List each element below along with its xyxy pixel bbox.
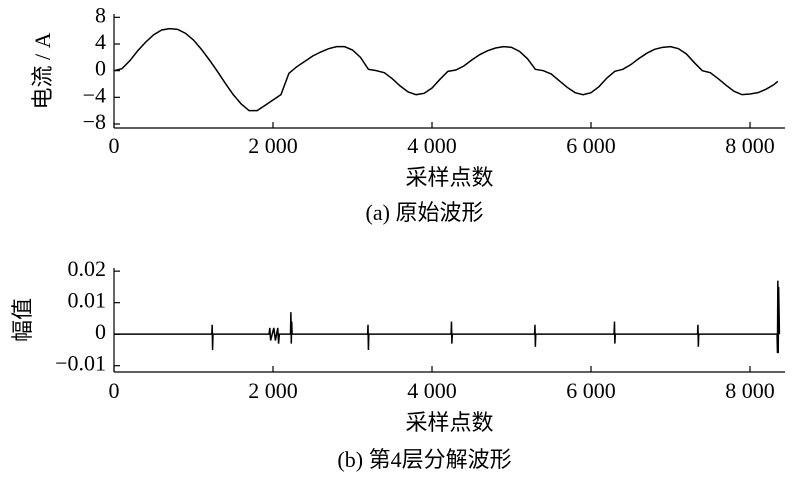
x-tick-label: 0 (109, 133, 120, 158)
y-tick-label: 0 (95, 319, 106, 344)
y-tick-label: 0.01 (68, 288, 107, 313)
x-tick-label: 6 000 (566, 378, 616, 403)
y-tick-label: −0.01 (55, 351, 106, 376)
y-tick-label: −4 (83, 82, 106, 107)
x-tick-label: 8 000 (725, 133, 775, 158)
x-tick-label: 8 000 (725, 378, 775, 403)
x-tick-label: 4 000 (407, 133, 457, 158)
x-axis-label: 采样点数 (405, 165, 493, 190)
data-line (113, 27, 779, 112)
y-tick-label: 8 (95, 2, 106, 27)
y-tick-label: 4 (95, 29, 106, 54)
x-tick-label: 6 000 (566, 133, 616, 158)
caption: (b) 第4层分解波形 (337, 447, 511, 472)
caption: (a) 原始波形 (366, 200, 484, 225)
y-tick-label: 0 (95, 56, 106, 81)
y-axis-label: 幅值 (10, 298, 35, 342)
y-tick-label: 0.02 (68, 256, 107, 281)
x-tick-label: 0 (109, 378, 120, 403)
data-line (114, 280, 781, 354)
x-tick-label: 2 000 (248, 133, 298, 158)
x-axis-label: 采样点数 (405, 410, 493, 435)
y-axis-label: 电流 / A (30, 32, 55, 109)
x-tick-label: 2 000 (248, 378, 298, 403)
x-tick-label: 4 000 (407, 378, 457, 403)
y-tick-label: −8 (83, 109, 106, 134)
